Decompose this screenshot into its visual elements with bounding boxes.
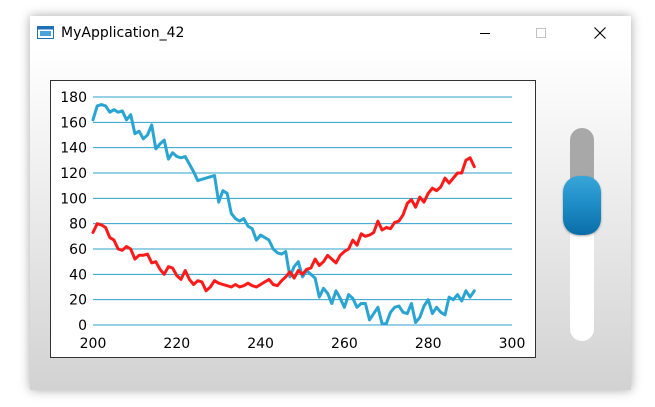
y-tick-label: 100 bbox=[60, 191, 87, 207]
x-tick-label: 220 bbox=[163, 336, 190, 352]
x-tick-label: 200 bbox=[80, 336, 107, 352]
x-tick-label: 240 bbox=[247, 336, 274, 352]
y-tick-label: 60 bbox=[69, 242, 87, 258]
y-tick-label: 160 bbox=[60, 115, 87, 131]
client-area: 0 20 40 60 80 100 120 140 160 180 200 220 240 260 280 3… bbox=[30, 49, 631, 390]
y-tick-label: 0 bbox=[78, 318, 87, 334]
y-tick-label: 120 bbox=[60, 166, 87, 182]
x-tick-label: 300 bbox=[499, 336, 526, 352]
close-icon bbox=[594, 26, 606, 39]
y-tick-label: 40 bbox=[69, 267, 87, 283]
slider-thumb[interactable] bbox=[563, 176, 601, 235]
title-bar[interactable]: MyApplication_42 bbox=[30, 16, 631, 49]
maximize-button[interactable] bbox=[518, 16, 564, 49]
app-window-icon bbox=[37, 26, 54, 39]
series-line-2 bbox=[91, 156, 476, 293]
maximize-icon bbox=[536, 27, 546, 38]
chart-panel: 0 20 40 60 80 100 120 140 160 180 200 220 240 260 280 3… bbox=[50, 80, 536, 358]
window-title: MyApplication_42 bbox=[61, 25, 185, 41]
y-tick-label: 140 bbox=[60, 141, 87, 157]
x-tick-label: 280 bbox=[415, 336, 442, 352]
application-window: MyApplication_42 0 20 40 60 80 100 120 140 160 18… bbox=[30, 16, 631, 390]
y-tick-label: 20 bbox=[69, 293, 87, 309]
series-line-1 bbox=[91, 103, 476, 326]
line-chart: 0 20 40 60 80 100 120 140 160 180 200 220 240 260 280 3… bbox=[60, 90, 526, 352]
x-tick-label: 260 bbox=[331, 336, 358, 352]
minimize-icon bbox=[480, 32, 490, 34]
close-button[interactable] bbox=[577, 16, 623, 49]
minimize-button[interactable] bbox=[462, 16, 508, 49]
y-tick-label: 180 bbox=[60, 90, 87, 106]
y-tick-label: 80 bbox=[69, 217, 87, 233]
